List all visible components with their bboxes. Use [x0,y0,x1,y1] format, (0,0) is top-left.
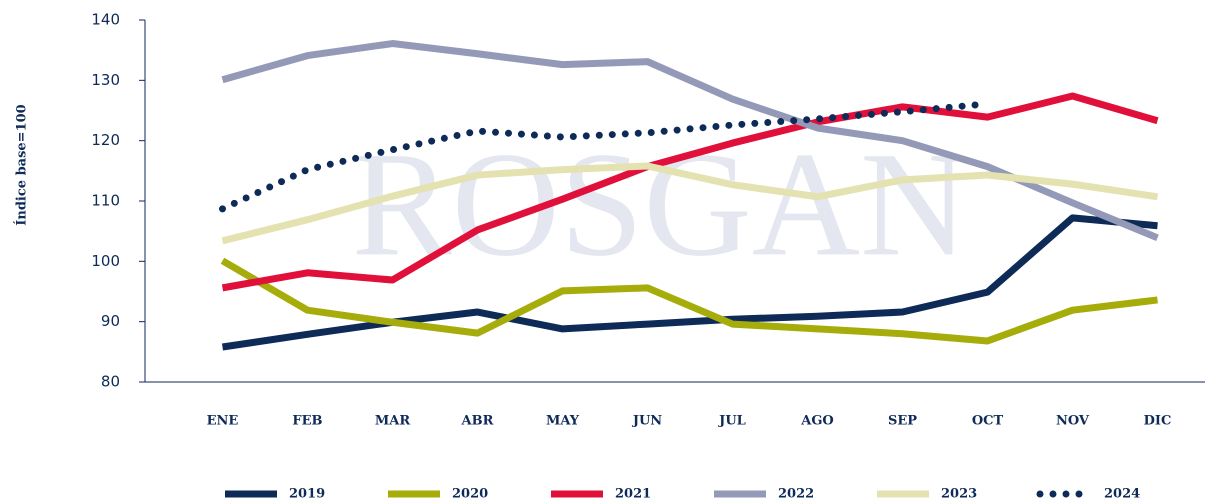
legend-label: 2022 [778,487,814,502]
x-tick-label: ABR [461,414,494,429]
y-tick-label: 120 [91,131,120,149]
watermark: ROSGAN [352,121,969,287]
x-tick-label: JUN [632,414,662,429]
x-tick-label: AGO [800,414,834,429]
y-tick-label: 110 [91,192,120,210]
x-tick-label: SEP [888,414,917,429]
y-tick-label: 130 [91,71,120,89]
x-tick-label: OCT [972,414,1004,429]
x-tick-label: FEB [292,414,322,429]
y-tick-label: 90 [101,312,120,330]
legend-label: 2019 [289,487,325,502]
x-tick-label: DIC [1144,414,1172,429]
y-axis-label: Índice base=100 [14,104,30,225]
x-tick-label: JUL [718,414,746,429]
legend-label: 2020 [452,487,488,502]
x-tick-label: MAY [546,414,580,429]
y-tick-label: 100 [91,252,120,270]
legend-label: 2023 [941,487,977,502]
chart: ROSGAN Índice base=100 80 90 100 110 120 130 1… [0,0,1231,502]
y-tick-label: 80 [101,373,120,391]
x-tick-label: MAR [375,414,410,429]
x-tick-label: ENE [207,414,239,429]
y-tick-label: 140 [91,11,120,29]
x-tick-label: NOV [1056,414,1090,429]
legend-label: 2024 [1104,487,1140,502]
legend-label: 2021 [615,487,651,502]
page: ROSGAN Índice base=100 80 90 100 110 120 130 1… [0,0,1231,502]
